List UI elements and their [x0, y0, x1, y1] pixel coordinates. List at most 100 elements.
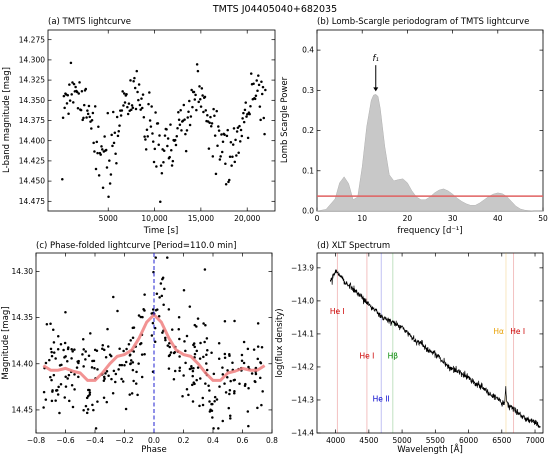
- data-point: [101, 186, 105, 190]
- data-point: [82, 116, 85, 120]
- data-point: [105, 166, 109, 169]
- data-point: [219, 155, 222, 158]
- phase-point: [50, 354, 54, 358]
- data-point: [160, 172, 164, 175]
- phase-point: [94, 427, 98, 430]
- phase-point: [188, 305, 192, 308]
- phase-point: [242, 340, 246, 344]
- data-point: [208, 121, 211, 124]
- phase-point: [246, 410, 250, 413]
- phase-point: [221, 419, 225, 423]
- data-point: [152, 160, 156, 164]
- data-point: [149, 125, 153, 128]
- data-point: [126, 105, 129, 109]
- phase-point: [50, 350, 53, 354]
- phase-point: [120, 363, 124, 367]
- data-point: [258, 105, 262, 108]
- x-tick-label-a: 20,000: [234, 214, 260, 223]
- phase-point: [185, 387, 189, 391]
- phase-point: [142, 307, 145, 311]
- x-tick-label-d: 7000: [525, 436, 544, 445]
- data-point: [85, 116, 88, 119]
- data-point: [217, 125, 220, 128]
- data-point: [144, 148, 148, 151]
- phase-point: [203, 340, 206, 344]
- data-point: [153, 147, 157, 151]
- data-point: [109, 173, 113, 176]
- data-point: [101, 148, 104, 151]
- phase-point: [177, 315, 181, 319]
- data-point: [239, 128, 243, 132]
- panel-d-ticks: 4000 4500 5000 5500 6000 6500 7000 −13.9 −14.0 −1…: [291, 253, 545, 445]
- data-point: [256, 89, 259, 93]
- data-point: [173, 138, 177, 142]
- data-point: [194, 93, 197, 97]
- phase-point: [217, 357, 221, 361]
- data-point: [68, 99, 72, 102]
- x-tick-label-c: −0.2: [115, 436, 133, 445]
- phase-point: [114, 380, 117, 384]
- data-point: [216, 144, 219, 148]
- phase-point: [223, 352, 227, 356]
- data-point: [168, 155, 171, 159]
- phase-point: [125, 347, 128, 351]
- y-tick-label-d: −14.0: [291, 296, 314, 305]
- phase-point: [54, 399, 57, 402]
- phase-point: [178, 355, 181, 358]
- data-point: [158, 134, 161, 137]
- phase-point: [44, 398, 48, 401]
- data-point: [179, 108, 182, 112]
- data-point: [163, 134, 167, 137]
- phase-point: [154, 256, 157, 259]
- data-point: [133, 76, 136, 80]
- data-point: [150, 105, 153, 108]
- phase-point: [44, 361, 48, 365]
- x-tick-label-b: 10: [357, 214, 367, 223]
- phase-point: [70, 384, 74, 387]
- x-tick-label-b: 40: [493, 214, 503, 223]
- data-point: [114, 152, 117, 155]
- phase-point: [56, 393, 60, 396]
- y-tick-label-c: 14.35: [12, 313, 34, 322]
- data-point: [240, 134, 244, 138]
- y-tick-label-a: 14.275: [19, 35, 45, 44]
- phase-point: [151, 321, 155, 325]
- phase-point: [49, 375, 52, 379]
- data-point: [148, 119, 152, 122]
- y-tick-label-a: 14.450: [19, 177, 45, 186]
- panel-a-lightcurve: (a) TMTS lightcurve 5000 10,000 15,000 20,0…: [2, 17, 276, 236]
- phase-point: [55, 389, 59, 392]
- phase-point: [168, 345, 171, 349]
- panel-d-ylabel: log(flux density): [275, 308, 285, 377]
- phase-point: [190, 383, 194, 387]
- data-point: [192, 90, 196, 94]
- data-point: [260, 92, 264, 96]
- y-tick-label-c: 14.40: [12, 359, 34, 368]
- phase-point: [203, 268, 207, 271]
- line-label: Hα: [493, 327, 504, 336]
- data-point: [136, 90, 139, 94]
- phase-point: [140, 375, 144, 379]
- data-point: [255, 79, 258, 82]
- data-point: [239, 140, 242, 143]
- phase-point: [223, 382, 226, 385]
- data-point: [183, 118, 186, 121]
- phase-point: [136, 393, 139, 397]
- phase-point: [66, 359, 69, 363]
- y-tick-label-b: 0.0: [302, 207, 314, 216]
- phase-point: [228, 354, 231, 358]
- phase-point: [259, 376, 262, 380]
- y-tick-label-b: 0.1: [302, 166, 314, 175]
- phase-point: [187, 393, 190, 397]
- data-point: [226, 128, 229, 132]
- phase-point: [166, 256, 169, 259]
- y-tick-label-a: 14.400: [19, 136, 45, 145]
- data-point: [129, 79, 132, 82]
- data-point: [133, 86, 137, 90]
- phase-point: [63, 341, 67, 345]
- phase-point: [153, 326, 157, 330]
- data-point: [188, 123, 192, 127]
- data-point: [157, 143, 160, 147]
- data-point: [113, 131, 117, 135]
- data-point: [117, 130, 120, 133]
